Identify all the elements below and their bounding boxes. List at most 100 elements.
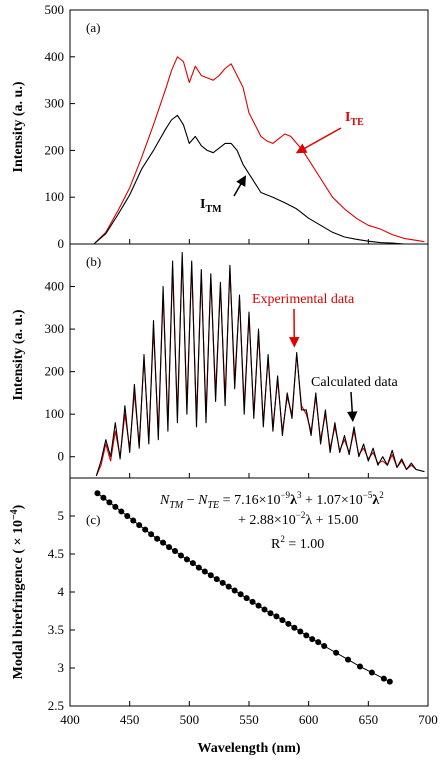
data-point <box>207 572 214 579</box>
panel-c-ylabel: Modal birefringence ( × 10−4) <box>9 504 27 679</box>
eq-minus: − <box>183 493 198 508</box>
data-point <box>345 656 352 663</box>
annotation-label: Experimental data <box>252 292 355 307</box>
xtick-label: 600 <box>299 712 319 727</box>
eq-plus: + <box>301 493 316 508</box>
data-point <box>225 583 232 590</box>
ytick-label: 400 <box>45 279 65 294</box>
panel-b-yticks: 0 100 200 300 400 <box>45 279 369 478</box>
data-point <box>118 508 125 515</box>
data-point <box>261 606 268 613</box>
xtick-label: 500 <box>180 712 200 727</box>
xtick-label: 550 <box>239 712 259 727</box>
panel-c: (c) Modal birefringence ( × 10−4) Wavele… <box>9 477 438 756</box>
panel-c-ylabel-main: Modal birefringence ( × 10 <box>11 520 26 679</box>
ytick-label: 200 <box>45 142 65 157</box>
eq-c2-exp: −5 <box>363 490 373 500</box>
ytick-label: 500 <box>45 2 65 17</box>
ytick-label: 0 <box>58 449 65 464</box>
data-point <box>279 617 286 624</box>
data-point <box>177 552 184 559</box>
ytick-label: 100 <box>45 406 65 421</box>
data-point <box>315 639 322 646</box>
data-point <box>368 669 375 676</box>
annotation-arrow <box>295 127 342 154</box>
data-point <box>112 503 119 510</box>
panel-c-ylabel-sup: −4 <box>9 509 20 520</box>
ytick-label: 5 <box>58 508 65 523</box>
panel-b-ylabel: Intensity (a. u.) <box>11 309 26 400</box>
eq-lhs-b-sub: TE <box>208 500 220 511</box>
eq-c3-exp: −2 <box>296 510 306 520</box>
data-point <box>309 636 316 643</box>
panel-a-annotations: ITE ITM <box>200 110 364 215</box>
panel-c-xlabel: Wavelength (nm) <box>197 741 300 756</box>
r2-b: = 1.00 <box>285 537 324 552</box>
data-point <box>142 526 149 533</box>
panel-a-series <box>93 56 425 245</box>
ytick-label: 300 <box>45 96 65 111</box>
eq-lambda-2: λ <box>372 493 379 508</box>
xtick-label: 450 <box>120 712 140 727</box>
data-point <box>267 610 274 617</box>
panel-a: (a) Intensity (a. u.) 0 100 200 300 400 500 I… <box>11 2 429 251</box>
panel-a-yticks: 0 100 200 300 400 500 <box>45 2 369 251</box>
r-squared: R2 = 1.00 <box>271 534 324 552</box>
data-point <box>195 564 202 571</box>
panel-b-label: (b) <box>86 254 101 269</box>
panel-a-ylabel: Intensity (a. u.) <box>11 81 26 172</box>
equation-line-1: NTM − NTE = 7.16×10−9λ3 + 1.07×10−5λ2 <box>159 490 384 511</box>
eq-lambda-1: λ <box>290 493 297 508</box>
data-point <box>148 531 155 538</box>
data-point <box>249 598 256 605</box>
panel-c-label: (c) <box>86 512 100 527</box>
data-point <box>219 579 226 586</box>
data-point <box>231 587 238 594</box>
data-point <box>291 624 298 631</box>
xtick-label: 400 <box>60 712 80 727</box>
xtick-label: 650 <box>359 712 379 727</box>
data-point <box>213 576 220 583</box>
panel-b: (b) Intensity (a. u.) 0 100 200 300 400 Expe… <box>11 243 429 479</box>
eq-lhs-b: N <box>197 493 208 508</box>
eq-c1-exp: −9 <box>280 490 290 500</box>
data-point <box>356 663 363 670</box>
panel-c-yticks: 2.5 3 3.5 4 4.5 5 <box>48 508 75 713</box>
data-point <box>136 522 143 529</box>
panel-c-series <box>94 490 393 685</box>
data-point <box>160 539 167 546</box>
data-point <box>106 499 113 506</box>
fit-equation: NTM − NTE = 7.16×10−9λ3 + 1.07×10−5λ2 + … <box>159 490 384 552</box>
eq-line2-tail: λ + 15.00 <box>305 513 358 528</box>
eq-equals: = <box>219 493 234 508</box>
annotation-label: ITM <box>200 197 222 215</box>
data-point <box>380 675 387 682</box>
eq-lhs-a: N <box>159 493 170 508</box>
data-point <box>172 547 179 554</box>
panel-b-series <box>95 251 425 477</box>
series-line-calculated-data <box>95 251 425 477</box>
series-line-i-te <box>93 56 425 245</box>
xtick-label: 700 <box>418 712 438 727</box>
data-point <box>386 678 393 685</box>
ytick-label: 0 <box>58 236 65 251</box>
data-point <box>94 490 101 497</box>
data-point <box>154 535 161 542</box>
data-point <box>273 613 280 620</box>
annotation-sub: TE <box>350 117 364 128</box>
equation-line-2: + 2.88×10−2λ + 15.00 <box>238 510 359 528</box>
panel-c-ylabel-close: ) <box>11 504 26 509</box>
eq-lhs-a-sub: TM <box>169 500 184 511</box>
annotation-label: ITE <box>345 110 364 128</box>
panel-a-label: (a) <box>86 20 100 35</box>
panel-c-xticks: 400 450 500 550 600 650 700 <box>60 701 438 727</box>
ytick-label: 400 <box>45 49 65 64</box>
eq-p3: 3 <box>297 490 302 500</box>
annotation-main: I <box>345 110 350 125</box>
panel-b-frame <box>69 243 429 479</box>
annotation-arrow <box>346 391 358 422</box>
eq-p2: 2 <box>379 490 384 500</box>
data-point <box>124 513 131 519</box>
data-point <box>333 649 340 656</box>
